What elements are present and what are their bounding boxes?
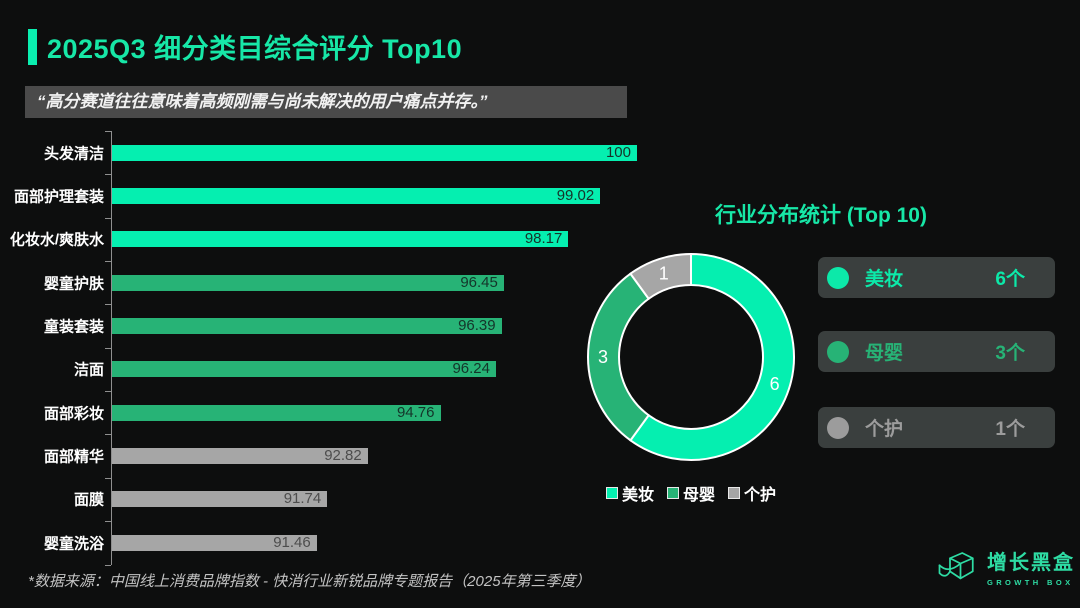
axis-tick — [105, 131, 111, 132]
legend-label: 美妆 — [621, 487, 654, 504]
bar-row: 童装套装 96.39 — [0, 304, 660, 347]
bar-category-label: 面膜 — [73, 491, 104, 509]
bar-value-label: 96.39 — [458, 316, 496, 334]
bar-category-label: 洁面 — [73, 361, 104, 379]
logo-subtitle: GROWTH BOX — [987, 578, 1074, 587]
donut-chart: 6 3 1 — [587, 252, 795, 461]
stat-card-beauty: 美妆 6个 — [818, 257, 1055, 298]
stat-count: 3个 — [995, 343, 1025, 364]
bar-category-label: 童装套装 — [43, 318, 104, 336]
stat-label: 个护 — [865, 419, 904, 440]
bar-value-label: 96.24 — [452, 360, 490, 378]
axis-tick — [105, 261, 111, 263]
donut-legend: 美妆 母婴 个护 — [565, 481, 817, 505]
bar-row: 洁面 96.24 — [0, 348, 660, 391]
logo-text: 增长黑盒 GROWTH BOX — [987, 546, 1075, 587]
bar-value-label: 96.45 — [460, 273, 498, 291]
stat-label: 美妆 — [865, 269, 904, 290]
bar-value-label: 99.02 — [556, 186, 595, 204]
bar-chart-axis-line — [111, 131, 112, 565]
donut-segment-美妆 — [629, 252, 795, 461]
axis-tick — [105, 391, 111, 393]
bar-row: 化妆水/爽肤水 98.17 — [0, 218, 660, 261]
bar: 92.82 — [112, 446, 368, 464]
page-title: 2025Q3 细分类目综合评分 Top10 — [47, 34, 463, 64]
personal-care-dot-icon — [827, 416, 849, 439]
header: 2025Q3 细分类目综合评分 Top10 — [28, 27, 462, 66]
bar: 91.46 — [112, 533, 317, 551]
legend-swatch-icon — [728, 487, 740, 499]
legend-item-美妆: 美妆 — [605, 481, 654, 505]
bar-category-label: 面部彩妆 — [43, 405, 104, 423]
legend-swatch-icon — [666, 487, 679, 499]
growthbox-logo-icon — [938, 551, 974, 579]
legend-item-母婴: 母婴 — [666, 481, 715, 505]
donut-segment-个护 — [629, 252, 692, 301]
bar: 94.76 — [112, 403, 441, 421]
brand-logo: 增长黑盒 GROWTH BOX — [936, 546, 1075, 587]
donut-chart-title: 行业分布统计 (Top 10) — [715, 204, 927, 227]
bar-category-label: 婴童洗浴 — [43, 535, 104, 553]
bar-category-label: 头发清洁 — [43, 145, 104, 162]
bar-category-label: 面部护理套装 — [13, 188, 104, 206]
bar-chart: 头发清洁 100 面部护理套装 99.02 化妆水/爽肤水 98.17 婴童护肤 96.45 童… — [0, 131, 660, 567]
axis-tick — [105, 304, 111, 306]
bar-category-label: 婴童护肤 — [43, 275, 104, 293]
stat-card-personal-care: 个护 1个 — [818, 407, 1055, 448]
data-source-note: *数据来源：中国线上消费品牌指数 - 快消行业新锐品牌专题报告（2025年第三季… — [28, 573, 591, 590]
axis-tick — [105, 174, 111, 176]
bar-row: 婴童护肤 96.45 — [0, 261, 660, 304]
donut-value-label: 6 — [770, 374, 780, 394]
bar-value-label: 91.46 — [273, 533, 311, 551]
donut-value-label: 3 — [598, 347, 608, 367]
stat-cards: 美妆 6个 母婴 3个 个护 1个 — [818, 257, 1055, 449]
stat-label: 母婴 — [865, 343, 904, 364]
bar-row: 面部护理套装 99.02 — [0, 174, 660, 217]
bar-value-label: 91.74 — [283, 490, 322, 508]
bar-row: 头发清洁 100 — [0, 131, 660, 174]
bar-row: 面部彩妆 94.76 — [0, 391, 660, 434]
bar-category-label: 化妆水/爽肤水 — [9, 231, 104, 249]
logo-name: 增长黑盒 — [987, 552, 1075, 574]
bar-value-label: 98.17 — [524, 230, 563, 248]
bar: 91.74 — [112, 490, 328, 508]
bar-value-label: 100 — [605, 143, 631, 161]
title-accent-bar — [28, 28, 37, 65]
quote-banner: “高分赛道往往意味着高频刚需与尚未解决的用户痛点并存。” — [25, 86, 627, 118]
axis-tick — [105, 434, 111, 436]
bar: 100 — [112, 143, 637, 161]
bar: 98.17 — [112, 230, 569, 248]
bar-value-label: 92.82 — [324, 446, 362, 464]
axis-tick — [105, 521, 111, 523]
legend-swatch-icon — [605, 487, 618, 499]
axis-tick — [105, 477, 111, 479]
bar-value-label: 94.76 — [396, 403, 435, 421]
axis-tick — [105, 347, 111, 349]
donut-value-label: 1 — [659, 263, 669, 283]
bar-category-label: 面部精华 — [43, 448, 104, 466]
stat-count: 1个 — [995, 419, 1025, 440]
legend-label: 母婴 — [682, 487, 715, 504]
legend-label: 个护 — [744, 487, 777, 504]
bar: 99.02 — [112, 186, 601, 204]
axis-tick — [105, 564, 111, 566]
stat-card-mother-baby: 母婴 3个 — [818, 331, 1055, 372]
bar: 96.39 — [112, 316, 502, 334]
stat-count: 6个 — [995, 269, 1025, 290]
mother-baby-dot-icon — [827, 340, 849, 363]
bar-row: 面膜 91.74 — [0, 478, 660, 521]
bar: 96.24 — [112, 360, 496, 378]
bar-row: 面部精华 92.82 — [0, 434, 660, 477]
beauty-dot-icon — [827, 266, 849, 289]
legend-item-个护: 个护 — [728, 481, 776, 505]
axis-tick — [105, 217, 111, 219]
bar: 96.45 — [112, 273, 504, 291]
bar-row: 婴童洗浴 91.46 — [0, 521, 660, 564]
